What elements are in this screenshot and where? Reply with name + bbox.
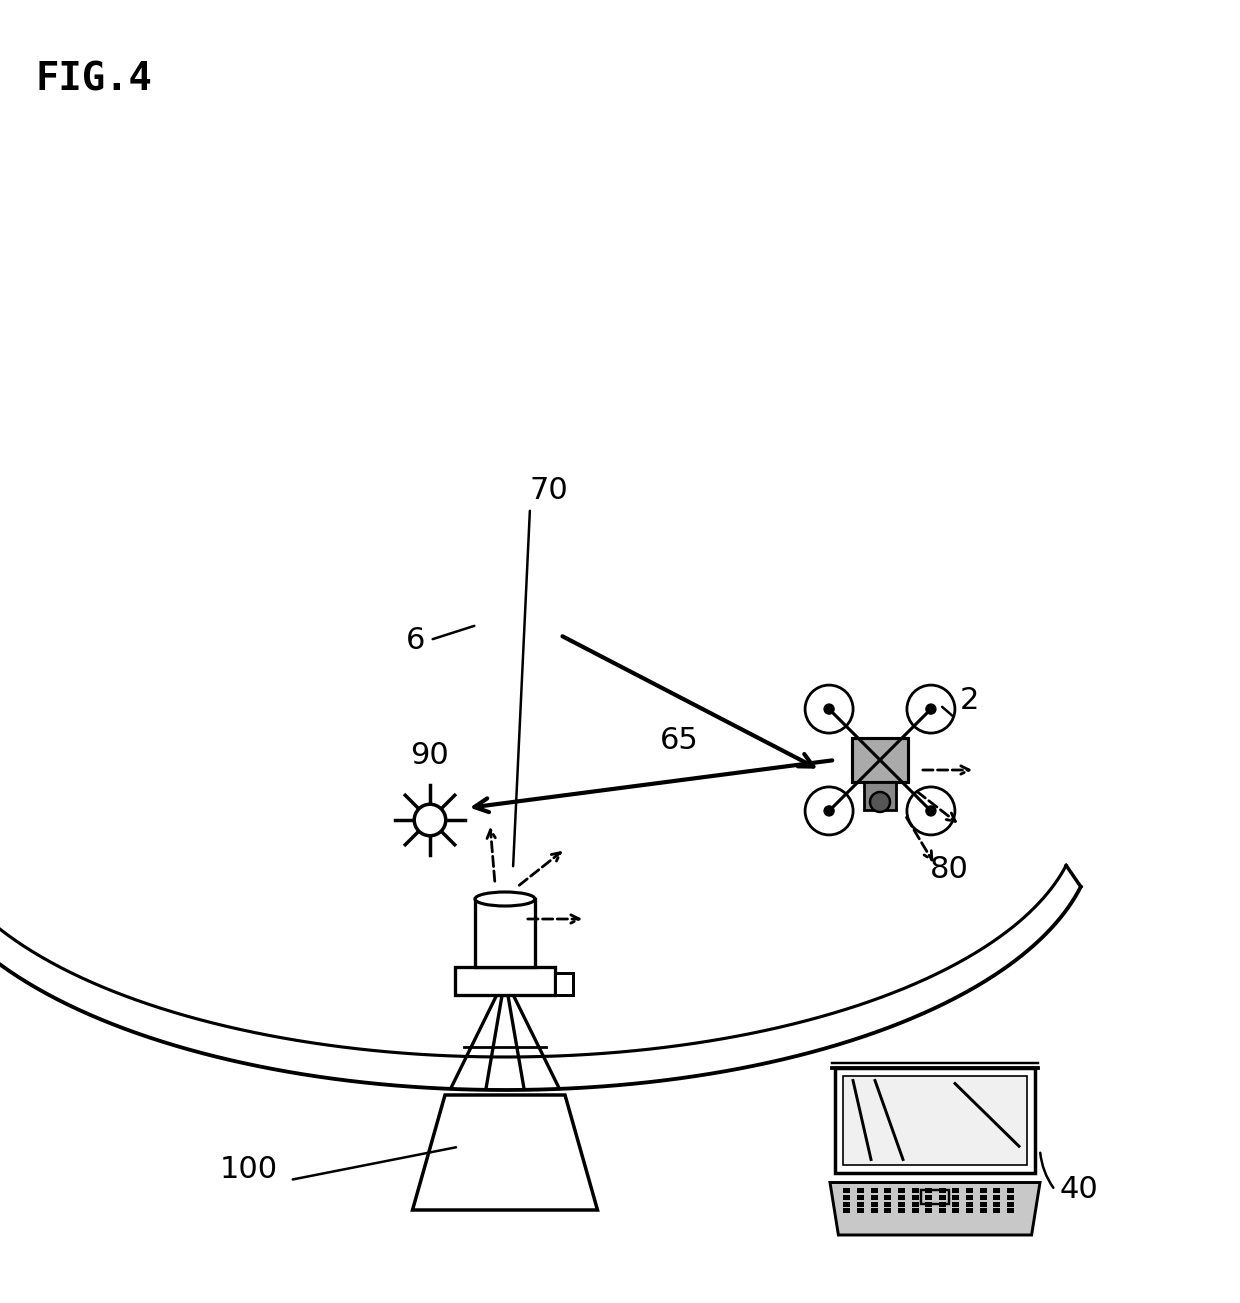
Text: 80: 80: [930, 856, 968, 885]
Bar: [952, 1201, 960, 1207]
Bar: [966, 1188, 973, 1192]
Circle shape: [825, 704, 835, 714]
Bar: [857, 1195, 864, 1200]
Bar: [864, 782, 897, 810]
Text: 40: 40: [1060, 1175, 1099, 1204]
Text: 6: 6: [405, 625, 425, 654]
Bar: [857, 1188, 864, 1192]
Bar: [980, 1188, 987, 1192]
Bar: [1007, 1208, 1014, 1213]
Bar: [921, 1191, 949, 1204]
Bar: [966, 1201, 973, 1207]
Bar: [857, 1208, 864, 1213]
Text: 90: 90: [410, 741, 449, 770]
Bar: [966, 1195, 973, 1200]
Bar: [993, 1208, 1001, 1213]
Bar: [898, 1188, 905, 1192]
Bar: [911, 1208, 919, 1213]
Bar: [843, 1208, 851, 1213]
Bar: [556, 972, 573, 994]
Bar: [939, 1201, 946, 1207]
Bar: [455, 967, 556, 995]
Bar: [952, 1188, 960, 1192]
Bar: [870, 1195, 878, 1200]
Bar: [857, 1201, 864, 1207]
Bar: [475, 899, 534, 967]
Bar: [993, 1188, 1001, 1192]
Bar: [870, 1208, 878, 1213]
Polygon shape: [835, 1067, 1035, 1173]
Bar: [939, 1195, 946, 1200]
Bar: [925, 1201, 932, 1207]
Bar: [939, 1188, 946, 1192]
Bar: [980, 1208, 987, 1213]
Bar: [911, 1201, 919, 1207]
Bar: [952, 1195, 960, 1200]
Bar: [843, 1195, 851, 1200]
Bar: [843, 1188, 851, 1192]
Bar: [852, 737, 908, 782]
Bar: [884, 1208, 892, 1213]
Bar: [1007, 1188, 1014, 1192]
Bar: [898, 1208, 905, 1213]
Bar: [966, 1208, 973, 1213]
Bar: [911, 1195, 919, 1200]
Text: 100: 100: [219, 1156, 278, 1184]
Bar: [939, 1208, 946, 1213]
Text: 2: 2: [960, 685, 980, 714]
Bar: [980, 1195, 987, 1200]
Circle shape: [926, 704, 936, 714]
Text: 70: 70: [529, 476, 569, 504]
Bar: [870, 1188, 878, 1192]
Bar: [980, 1201, 987, 1207]
Polygon shape: [830, 1183, 1040, 1235]
Text: 65: 65: [660, 726, 699, 754]
Polygon shape: [843, 1075, 1027, 1165]
Circle shape: [825, 807, 835, 816]
Bar: [993, 1195, 1001, 1200]
Bar: [993, 1201, 1001, 1207]
Bar: [884, 1201, 892, 1207]
Bar: [925, 1208, 932, 1213]
Bar: [952, 1208, 960, 1213]
Bar: [843, 1201, 851, 1207]
Circle shape: [870, 792, 890, 812]
Bar: [898, 1201, 905, 1207]
Bar: [1007, 1195, 1014, 1200]
Bar: [911, 1188, 919, 1192]
Bar: [1007, 1201, 1014, 1207]
Circle shape: [926, 807, 936, 816]
Bar: [884, 1188, 892, 1192]
Bar: [884, 1195, 892, 1200]
Ellipse shape: [475, 893, 534, 906]
Circle shape: [414, 804, 445, 835]
Bar: [898, 1195, 905, 1200]
Text: FIG.4: FIG.4: [35, 60, 151, 98]
Bar: [925, 1188, 932, 1192]
Bar: [870, 1201, 878, 1207]
Bar: [925, 1195, 932, 1200]
